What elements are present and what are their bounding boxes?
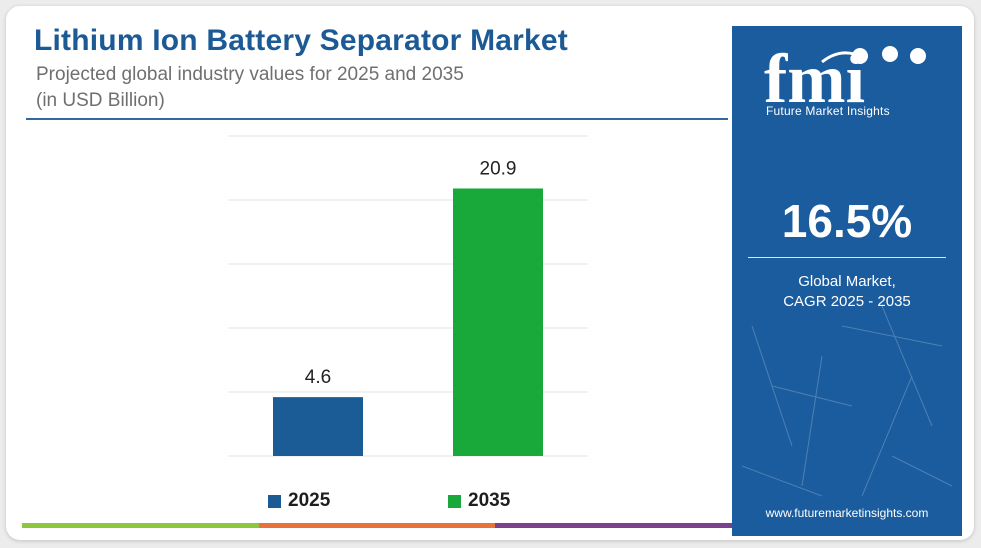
chart-title: Lithium Ion Battery Separator Market	[34, 24, 568, 57]
legend-swatch-2025	[268, 494, 281, 508]
legend-item-2035: 2035	[448, 490, 628, 512]
sidebar-divider	[748, 257, 946, 258]
sidebar-panel: fmi Future Market Insights 16.5% Global …	[732, 26, 962, 536]
legend-label-2035: 2035	[468, 490, 511, 511]
chart-subtitle: Projected global industry values for 202…	[36, 64, 464, 85]
logo-caption: Future Market Insights	[766, 104, 890, 118]
bottom-bar-purple	[495, 523, 733, 528]
texture-pattern	[741, 305, 953, 497]
data-label-2035: 20.9	[480, 158, 517, 179]
legend-swatch-2035	[448, 494, 461, 508]
cagr-label: Global Market, CAGR 2025 - 2035	[732, 272, 962, 312]
bar-chart: 4.6 20.9	[228, 135, 588, 457]
header-divider	[26, 118, 728, 120]
fmi-logo: fmi	[764, 41, 926, 118]
unit-note: (in USD Billion)	[36, 90, 165, 111]
data-label-2025: 4.6	[305, 367, 331, 388]
bar-2025	[273, 397, 363, 456]
chart-card: Lithium Ion Battery Separator Market Pro…	[6, 6, 974, 540]
cagr-value: 16.5%	[781, 195, 913, 247]
cagr-label-line2: CAGR 2025 - 2035	[783, 293, 911, 310]
chart-legend: 2025 2035	[268, 490, 628, 512]
bar-2035	[453, 188, 543, 457]
website-link[interactable]: www.futuremarketinsights.com	[765, 506, 929, 520]
legend-item-2025: 2025	[268, 490, 448, 512]
bottom-color-bar	[22, 523, 733, 528]
bottom-bar-orange	[258, 523, 496, 528]
bottom-bar-green	[22, 523, 259, 528]
legend-label-2025: 2025	[288, 490, 331, 511]
cagr-label-line1: Global Market,	[798, 273, 896, 290]
